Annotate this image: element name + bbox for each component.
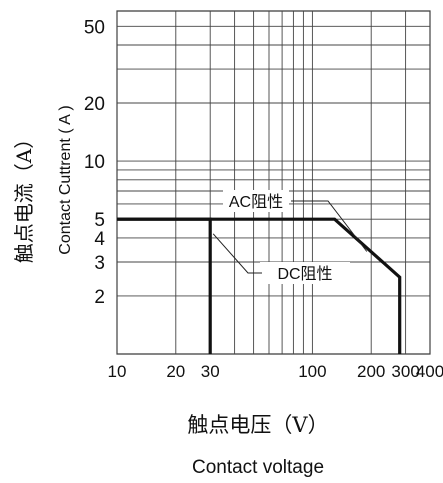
y-tick-label: 5: [94, 210, 105, 231]
y-tick-label: 50: [84, 17, 105, 38]
y-tick-label: 10: [84, 152, 105, 173]
x-tick-label: 200: [357, 362, 385, 381]
series-dc-resistive: [117, 217, 212, 354]
leader-line-dc: [212, 233, 262, 274]
y-axis-label-cn: 触点电流（A）: [12, 129, 36, 263]
x-tick-label: 30: [201, 362, 220, 381]
x-tick-label: 100: [298, 362, 326, 381]
y-tick-label: 3: [94, 253, 105, 274]
grid: [116, 10, 431, 355]
x-axis-label-cn: 触点电压（V）: [187, 413, 328, 437]
annotations: AC阻性 DC阻性: [212, 190, 368, 284]
ac-label-bg: [223, 190, 289, 212]
x-axis-label-en: Contact voltage: [192, 457, 324, 478]
y-tick-label: 2: [94, 287, 105, 308]
series-label-ac: AC阻性: [229, 193, 283, 211]
dc-label-bg: [260, 262, 350, 284]
x-tick-label: 300: [391, 362, 419, 381]
series-label-dc: DC阻性: [277, 265, 332, 283]
y-tick-label: 4: [94, 229, 105, 250]
y-axis-label-en: Contact Cuttrent ( A ): [57, 105, 74, 254]
y-tick-label: 20: [84, 94, 105, 115]
series-group: [117, 217, 402, 354]
plot-frame: [116, 10, 431, 355]
x-tick-label: 10: [108, 362, 127, 381]
x-tick-label: 20: [166, 362, 185, 381]
series-ac-resistive: [117, 217, 402, 354]
x-tick-label: 400: [416, 362, 443, 381]
leader-line-ac: [291, 200, 368, 252]
